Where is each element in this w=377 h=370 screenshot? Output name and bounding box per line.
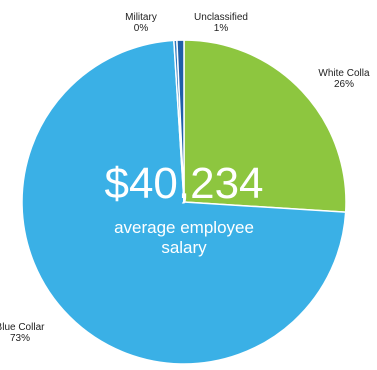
pie-slice-unclassified xyxy=(176,39,185,203)
center-caption-line2: salary xyxy=(161,238,207,257)
slice-label-name: White Colla xyxy=(318,68,370,79)
center-value: $40,234 xyxy=(104,159,263,208)
slice-label-name: Military xyxy=(125,12,157,23)
center-caption-line1: average employee xyxy=(114,218,254,237)
slice-label-name: Unclassified xyxy=(194,12,248,23)
slice-label-name: Blue Collar xyxy=(0,322,45,333)
slice-label-percent: 0% xyxy=(134,23,149,34)
pie-slices xyxy=(21,39,347,365)
center-text: $40,234 average employee salary xyxy=(104,159,263,257)
pie-slice-blue-collar xyxy=(21,39,347,365)
slice-label-percent: 26% xyxy=(334,79,354,90)
slice-label-percent: 1% xyxy=(214,23,229,34)
slice-label-percent: 73% xyxy=(10,333,30,344)
pie-slice-white-colla xyxy=(183,39,347,213)
